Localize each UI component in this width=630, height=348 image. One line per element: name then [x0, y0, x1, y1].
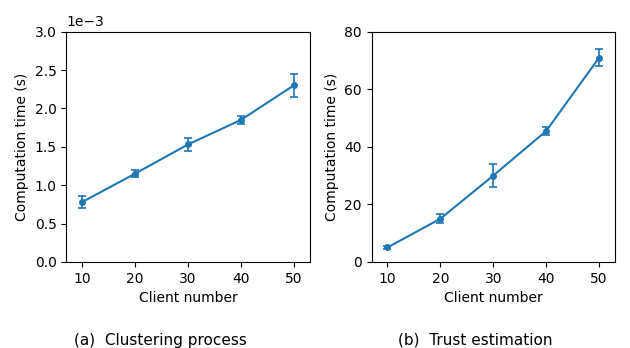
X-axis label: Client number: Client number	[139, 291, 238, 305]
X-axis label: Client number: Client number	[444, 291, 542, 305]
Text: (b)  Trust estimation: (b) Trust estimation	[398, 333, 553, 348]
Text: 1e−3: 1e−3	[66, 15, 104, 29]
Y-axis label: Computation time (s): Computation time (s)	[15, 73, 29, 221]
Text: (a)  Clustering process: (a) Clustering process	[74, 333, 247, 348]
Y-axis label: Computation time (s): Computation time (s)	[324, 73, 339, 221]
